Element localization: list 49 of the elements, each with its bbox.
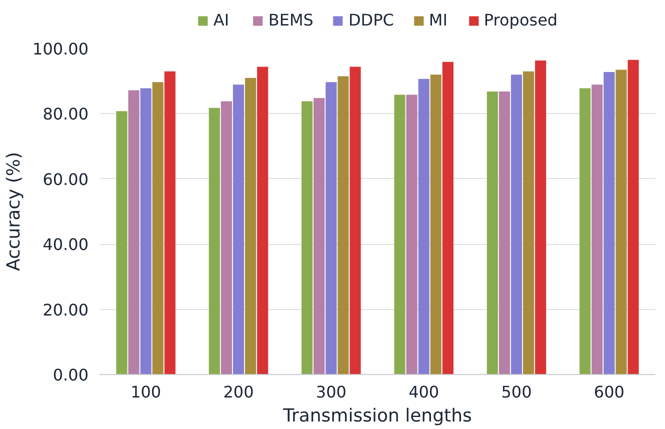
bar: [326, 82, 337, 374]
bar: [592, 84, 603, 374]
y-tick-label: 60.00: [42, 170, 89, 189]
bar: [152, 82, 164, 374]
bar: [220, 101, 232, 374]
x-tick-label: 200: [223, 382, 254, 402]
y-tick-label: 80.00: [42, 104, 89, 124]
bar: [302, 101, 313, 374]
legend-label: MI: [428, 10, 448, 30]
bar: [604, 72, 615, 374]
x-tick-label: 100: [130, 382, 162, 402]
bar: [498, 92, 510, 374]
bar: [116, 111, 128, 374]
x-axis-title: Transmission lengths: [282, 406, 472, 426]
bar: [628, 60, 639, 374]
bar: [418, 78, 430, 374]
bar: [510, 74, 522, 374]
legend-label: BEMS: [268, 10, 314, 30]
y-tick-label: 0.00: [52, 366, 88, 384]
bar: [338, 76, 349, 374]
legend-label: AI: [213, 10, 230, 30]
bar: [430, 74, 442, 374]
bar: [616, 70, 627, 374]
x-tick-label: 500: [501, 382, 532, 402]
bar: [128, 90, 140, 374]
bar: [140, 88, 152, 374]
bar: [208, 108, 220, 374]
bar: [394, 94, 406, 374]
bar: [486, 92, 498, 374]
bar: [314, 98, 325, 374]
bar: [232, 84, 244, 374]
bar: [350, 66, 361, 374]
bar: [257, 66, 268, 374]
y-axis-title: Accuracy (%): [4, 152, 25, 272]
x-tick-label: 300: [316, 382, 346, 402]
bar: [535, 60, 546, 374]
bar: [580, 88, 591, 374]
bar: [164, 71, 176, 374]
bar: [442, 62, 454, 374]
x-tick-label: 600: [594, 382, 624, 402]
bar: [523, 71, 534, 374]
bar: [406, 94, 418, 374]
bar: [245, 78, 256, 374]
x-tick-label: 400: [408, 382, 440, 402]
legend-label: Proposed: [484, 10, 558, 30]
y-tick-label: 100.00: [32, 40, 88, 58]
y-tick-label: 40.00: [42, 235, 89, 254]
legend-label: DDPC: [348, 10, 394, 30]
y-tick-label: 20.00: [42, 300, 89, 320]
